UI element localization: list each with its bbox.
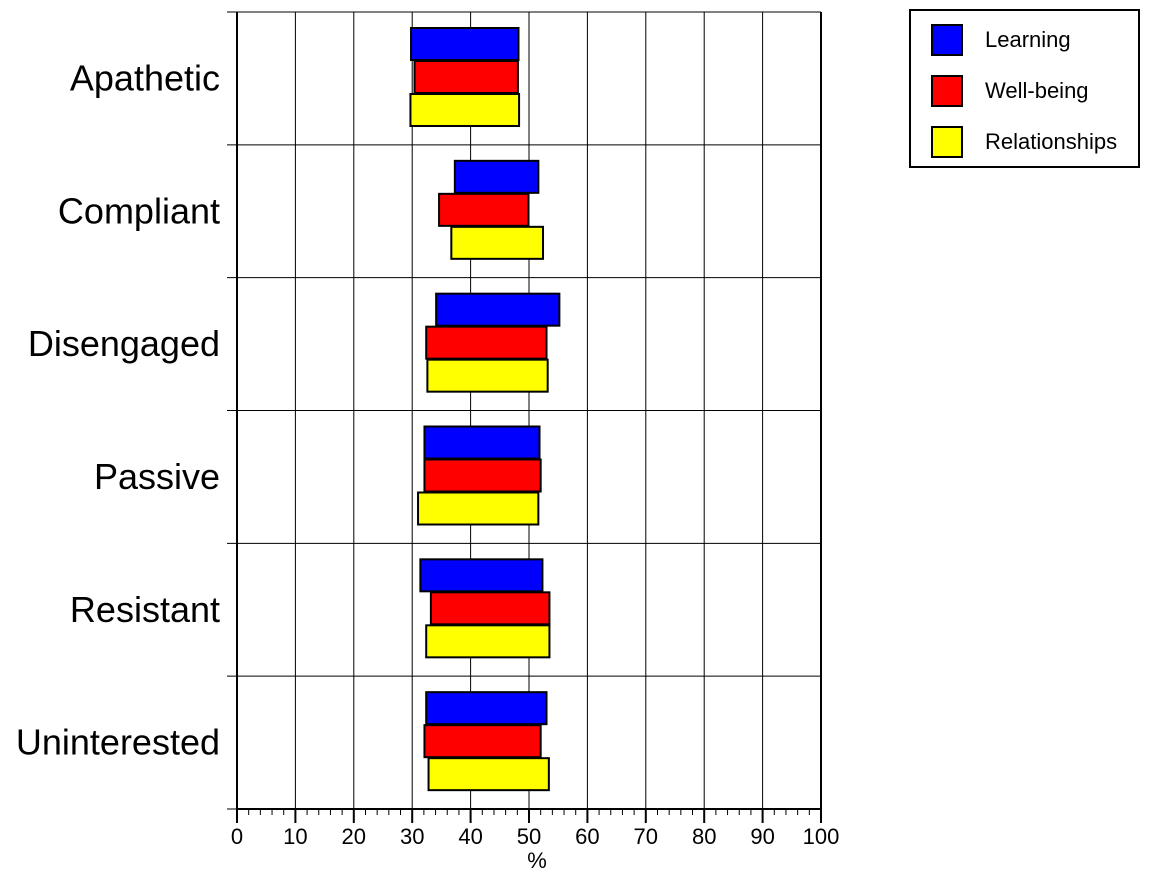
legend-item-relationships: Relationships [931,125,1117,159]
category-label: Resistant [70,589,220,630]
legend-label: Relationships [985,129,1118,154]
grid [227,11,821,810]
legend-label: Learning [985,27,1071,52]
legend: Learning Well-being Relationships [909,9,1140,168]
bar-well-being-disengaged [425,325,548,360]
legend-swatch-learning [931,24,963,56]
x-tick-label: 100 [803,824,840,849]
legend-swatch-relationships [931,126,963,158]
category-label: Apathetic [70,57,220,98]
bar-well-being-passive [423,458,542,493]
x-tick-label: 0 [231,824,243,849]
category-label: Passive [94,456,220,497]
legend-item-well-being: Well-being [931,74,1089,108]
bar-learning-compliant [453,159,540,194]
category-labels: Apathetic Compliant Disengaged Passive Resis… [16,57,220,762]
bar-relationships-disengaged [426,358,549,393]
axes [236,12,822,823]
bar-learning-passive [423,425,541,460]
bar-learning-resistant [419,558,544,593]
x-tick-label: 30 [400,824,424,849]
bar-well-being-compliant [438,192,530,227]
bar-well-being-resistant [429,591,551,626]
x-tick-label: 40 [458,824,482,849]
bar-relationships-resistant [425,624,551,659]
x-tick-label: 20 [342,824,366,849]
x-tick-label: 10 [283,824,307,849]
legend-label: Well-being [985,78,1089,103]
x-tick-label: 60 [575,824,599,849]
x-tick-label: 70 [634,824,658,849]
bar-relationships-passive [417,491,540,526]
category-label: Uninterested [16,722,220,763]
x-tick-label: 90 [750,824,774,849]
bar-relationships-apathetic [409,93,521,127]
category-label: Compliant [58,190,220,231]
legend-swatch-well-being [931,75,963,107]
bars [409,27,561,792]
bar-learning-uninterested [425,691,548,726]
bar-learning-apathetic [410,27,520,61]
bar-well-being-uninterested [423,724,542,759]
category-label: Disengaged [28,323,220,364]
bar-relationships-compliant [450,225,545,260]
x-tick-label: 50 [517,824,541,849]
x-tick-label: 80 [692,824,716,849]
x-axis-label: % [527,848,547,873]
bar-learning-disengaged [435,292,561,327]
bar-well-being-apathetic [413,60,519,94]
bar-relationships-uninterested [427,757,550,792]
x-tick-labels: 0 10 20 30 40 50 60 70 80 90 100 [231,824,839,849]
legend-item-learning: Learning [931,23,1071,57]
